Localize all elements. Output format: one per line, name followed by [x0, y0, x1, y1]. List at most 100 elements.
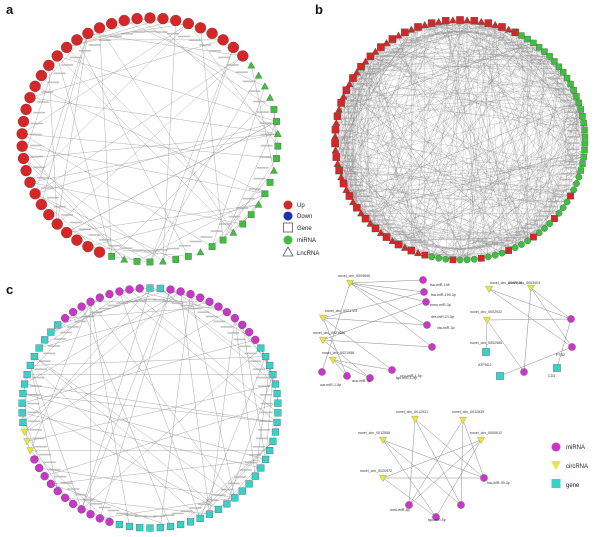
panel-a-edge [22, 23, 189, 135]
panel-b-node [400, 243, 409, 251]
panel-b-edge [352, 22, 489, 203]
panel-b-node [524, 35, 531, 43]
panel-a-label-mark [260, 133, 273, 136]
panel-b-node [546, 220, 553, 227]
panel-c-label-mark [29, 429, 42, 431]
panel-b-label-mark [557, 184, 570, 187]
subnetwork-node-label: novel_circ_0002980 [470, 341, 502, 345]
panel-c-node [231, 494, 239, 502]
panel-b-edge [494, 42, 534, 256]
panel-b-node [414, 249, 422, 257]
panel-b-edge [356, 72, 528, 242]
panel-c-sub1-edge [349, 282, 425, 293]
panel-b-node [463, 256, 471, 264]
panel-a-label-mark [200, 236, 213, 238]
panel-c-node [269, 371, 277, 379]
panel-b-edge [360, 66, 468, 260]
panel-a-label-mark [33, 166, 46, 169]
panel-a-label-mark [29, 133, 42, 136]
panel-c-label-mark [48, 345, 61, 347]
panel-a-node [157, 12, 169, 25]
panel-b-edge [334, 56, 550, 144]
panel-a-node [194, 22, 207, 34]
panel-b-label-mark [565, 117, 578, 120]
panel-c-node [54, 321, 62, 329]
panel-c-label-mark [162, 514, 175, 517]
panel-b-edge [488, 22, 585, 151]
panel-b-edge [411, 21, 439, 251]
panel-c-node [105, 290, 114, 299]
panel-b-label-mark [567, 148, 580, 151]
panel-a-edge [23, 55, 58, 159]
panel-b-label-mark [341, 123, 354, 126]
panel-c-node [18, 409, 26, 417]
panel-a-label-mark [248, 188, 261, 190]
panel-a-node [35, 198, 48, 211]
panel-a-node [82, 27, 94, 39]
panel-b-edge [459, 19, 568, 203]
nodes-layer [16, 12, 589, 532]
panel-b-node [470, 17, 478, 25]
panel-b-edge [343, 183, 560, 214]
panel-a-label-mark [155, 249, 168, 251]
panel-c-edge [99, 289, 171, 519]
panel-a-edge [34, 193, 58, 225]
panel-b-edge [339, 42, 534, 110]
panel-c-edge [90, 301, 130, 527]
panel-b-label-mark [530, 219, 543, 222]
panel-a-label-mark [36, 177, 49, 179]
panel-c-sub2-edge [523, 287, 532, 373]
panel-b-label-mark [565, 160, 578, 163]
panel-c-label-mark [27, 402, 40, 405]
panel-b-edge [370, 29, 509, 224]
panel-c-edge [50, 459, 266, 485]
panel-a-node [182, 17, 194, 30]
panel-b-edge [466, 24, 496, 260]
panel-b-node [546, 53, 553, 60]
panel-a-node [24, 91, 36, 104]
panel-b-node [420, 20, 429, 28]
panel-c-sub2-node [485, 285, 493, 293]
panel-c-node [19, 418, 27, 427]
subnetwork-node-label: novel_circ_0021680 [313, 331, 345, 335]
panel-b-node [563, 198, 571, 206]
panel-a-node [118, 14, 130, 27]
panel-c-edge [22, 412, 261, 469]
panel-b-node [401, 28, 409, 37]
panel-b-node [577, 167, 585, 174]
panel-c-label-mark [116, 302, 129, 304]
panel-a-node [82, 241, 94, 253]
panel-a-edge [57, 55, 243, 225]
panel-a-node [261, 82, 269, 90]
panel-b-edge [508, 29, 560, 214]
legend-c: miRNA circRNA gene [551, 442, 588, 489]
panel-b-edge [466, 109, 582, 260]
panel-b-edge [349, 195, 522, 245]
panel-b-node [581, 147, 588, 154]
panel-c-sub2-edge [488, 288, 572, 320]
panel-c-sub1-node [419, 276, 427, 284]
panel-a-edge [136, 18, 275, 110]
panel-c-label-mark [249, 360, 262, 362]
panel-c-label-mark [227, 332, 240, 334]
panel-b-edge [501, 26, 540, 233]
panel-b-label-mark [447, 247, 460, 250]
panel-c-label-mark [29, 385, 42, 387]
panel-a-node [159, 257, 167, 265]
panel-c-node [251, 335, 260, 344]
panel-a-node [133, 258, 141, 265]
panel-c-node [214, 302, 223, 311]
panel-b-label-mark [428, 245, 441, 247]
panel-c-node [262, 455, 270, 463]
panel-a-edge [29, 39, 224, 98]
panel-b-node [377, 43, 385, 51]
panel-c-label-mark [255, 376, 268, 379]
panel-c-node [230, 314, 240, 323]
panel-b-node [421, 251, 429, 259]
panel-b-label-mark [340, 142, 353, 144]
panel-b-edge [398, 129, 585, 245]
panel-c-edge [57, 289, 171, 326]
panel-c-node [186, 290, 195, 299]
panel-a-node [43, 209, 55, 221]
panel-b-node [388, 35, 397, 43]
